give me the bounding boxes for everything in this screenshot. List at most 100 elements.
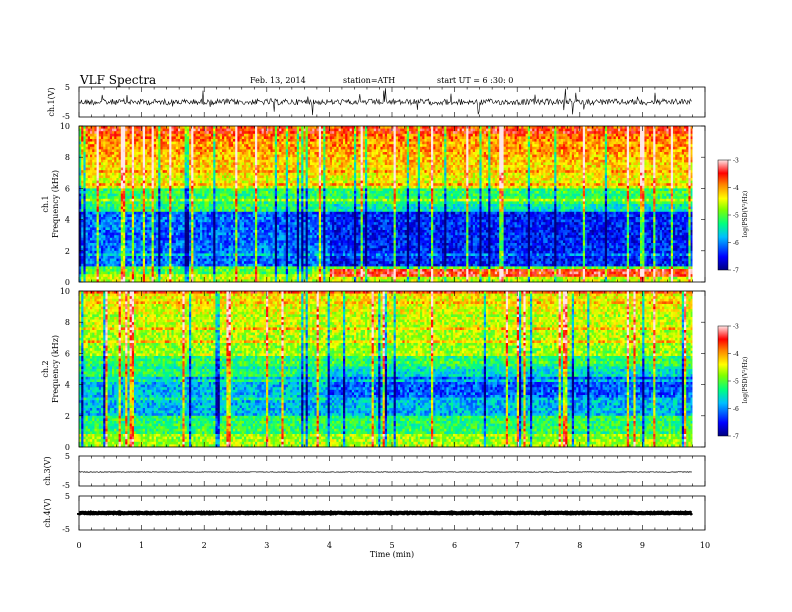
spectrogram-cell (431, 152, 434, 155)
spectrogram-cell (264, 142, 267, 145)
spectrogram-cell (226, 152, 229, 155)
spectrogram-cell (204, 136, 207, 139)
spectrogram-cell (570, 147, 573, 150)
spectrogram-cell (178, 147, 181, 150)
spectrogram-cell (204, 162, 207, 165)
spectrogram-cell (255, 155, 258, 158)
spectrogram-cell (686, 155, 689, 158)
spectrogram-cell (666, 160, 669, 163)
spectrogram-cell (611, 155, 614, 158)
spectrogram-cell (563, 144, 566, 147)
spectrogram-cell (435, 152, 438, 155)
spectrogram-cell (550, 160, 553, 163)
spectrogram-cell (495, 139, 498, 142)
spectrogram-cell (398, 155, 401, 158)
spectrogram-cell (99, 157, 102, 160)
spectrogram-cell (510, 160, 513, 163)
spectrogram-cell (673, 129, 676, 132)
spectrogram-cell (570, 157, 573, 160)
spectrogram-cell (83, 136, 86, 139)
spectrogram-cell (264, 139, 267, 142)
spectrogram-cell (270, 152, 273, 155)
spectrogram-cell (653, 168, 656, 171)
spectrogram-cell (534, 131, 537, 134)
spectrogram-cell (341, 168, 344, 171)
spectrogram-cell (105, 149, 108, 152)
spectrogram-cell (574, 131, 577, 134)
spectrogram-cell (369, 168, 372, 171)
spectrogram-cell (435, 126, 438, 129)
spectrogram-cell (625, 131, 628, 134)
spectrogram-cell (257, 142, 260, 145)
spectrogram-cell (167, 147, 170, 150)
spectrogram-cell (224, 131, 227, 134)
spectrogram-cell (149, 155, 152, 158)
spectrogram-cell (213, 149, 216, 152)
spectrogram-cell (512, 129, 515, 132)
spectrogram-cell (530, 165, 533, 168)
spectrogram-cell (105, 126, 108, 129)
spectrogram-cell (290, 129, 293, 132)
spectrogram-cell (466, 131, 469, 134)
spectrogram-cell (372, 139, 375, 142)
spectrogram-cell (121, 142, 124, 145)
spectrogram-cell (367, 144, 370, 147)
spectrogram-cell (235, 142, 238, 145)
spectrogram-cell (277, 136, 280, 139)
spectrogram-cell (398, 149, 401, 152)
spectrogram-cell (171, 142, 174, 145)
spectrogram-cell (114, 131, 117, 134)
spectrogram-cell (517, 142, 520, 145)
spectrogram-cell (444, 157, 447, 160)
spectrogram-cell (319, 165, 322, 168)
spectrogram-cell (189, 152, 192, 155)
spectrogram-cell (114, 165, 117, 168)
spectrogram-cell (660, 160, 663, 163)
spectrogram-cell (374, 165, 377, 168)
spectrogram-cell (255, 126, 258, 129)
spectrogram-cell (163, 139, 166, 142)
spectrogram-cell (187, 168, 190, 171)
spectrogram-cell (174, 142, 177, 145)
spectrogram-cell (532, 129, 535, 132)
spectrogram-cell (270, 168, 273, 171)
spectrogram-cell (136, 160, 139, 163)
spectrogram-cell (310, 168, 313, 171)
spectrogram-cell (198, 170, 201, 173)
spectrogram-cell (658, 136, 661, 139)
spectrogram-cell (651, 126, 654, 129)
spectrogram-cell (132, 165, 135, 168)
spectrogram-cell (464, 134, 467, 137)
spectrogram-cell (189, 142, 192, 145)
spectrogram-cell (585, 129, 588, 132)
spectrogram-cell (660, 165, 663, 168)
spectrogram-cell (517, 165, 520, 168)
spectrogram-cell (233, 139, 236, 142)
spectrogram-cell (281, 170, 284, 173)
spectrogram-cell (508, 165, 511, 168)
spectrogram-cell (169, 152, 172, 155)
spectrogram-cell (356, 149, 359, 152)
spectrogram-cell (660, 157, 663, 160)
spectrogram-cell (559, 147, 562, 150)
spectrogram-cell (446, 147, 449, 150)
spectrogram-cell (198, 162, 201, 165)
spectrogram-cell (246, 136, 249, 139)
spectrogram-cell (314, 149, 317, 152)
spectrogram-cell (196, 155, 199, 158)
spectrogram-cell (363, 136, 366, 139)
spectrogram-cell (103, 157, 106, 160)
spectrogram-cell (233, 160, 236, 163)
spectrogram-cell (592, 152, 595, 155)
spectrogram-cell (543, 126, 546, 129)
spectrogram-cell (671, 131, 674, 134)
spectrogram-cell (488, 162, 491, 165)
spectrogram-cell (308, 157, 311, 160)
spectrogram-cell (235, 155, 238, 158)
spectrogram-cell (468, 144, 471, 147)
spectrogram-cell (356, 162, 359, 165)
spectrogram-cell (165, 131, 168, 134)
spectrogram-cell (539, 152, 542, 155)
spectrogram-cell (90, 162, 93, 165)
spectrogram-cell (411, 152, 414, 155)
